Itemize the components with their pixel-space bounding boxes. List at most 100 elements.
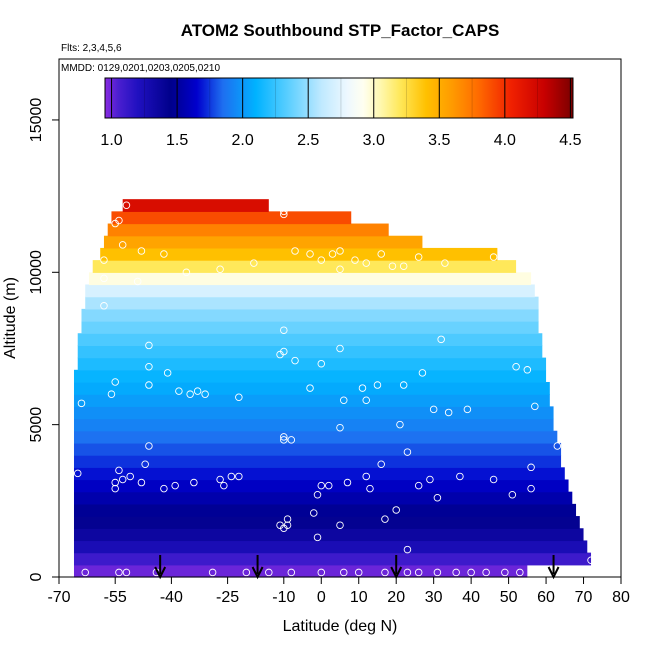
sample-point bbox=[403, 545, 412, 554]
heatmap-cell bbox=[103, 235, 423, 249]
sample-point bbox=[456, 472, 464, 481]
sample-point bbox=[122, 201, 131, 210]
heatmap-layers bbox=[73, 199, 592, 578]
heatmap-cell bbox=[73, 467, 565, 481]
heatmap-cell bbox=[73, 430, 558, 444]
heatmap-cell bbox=[111, 211, 352, 225]
heatmap-cell bbox=[107, 223, 389, 237]
sample-point bbox=[482, 568, 490, 577]
colorbar-tick-label: 4.5 bbox=[559, 132, 581, 149]
sample-point bbox=[160, 250, 168, 258]
sample-point bbox=[73, 469, 82, 478]
sample-point bbox=[280, 433, 288, 441]
sample-point bbox=[310, 509, 318, 517]
colorbar-tick-label: 3.0 bbox=[363, 132, 385, 149]
x-axis-label: Latitude (deg N) bbox=[283, 618, 398, 635]
sample-point bbox=[336, 423, 344, 432]
sample-point bbox=[362, 472, 370, 481]
sample-point bbox=[527, 463, 535, 472]
sample-point bbox=[489, 475, 498, 484]
sample-point bbox=[317, 359, 326, 368]
sample-point bbox=[182, 268, 191, 277]
sample-point bbox=[512, 363, 520, 371]
sample-point bbox=[414, 253, 423, 261]
sample-point bbox=[392, 506, 400, 514]
sample-point bbox=[137, 478, 146, 487]
sample-point bbox=[115, 568, 123, 577]
sample-point bbox=[354, 568, 363, 577]
sample-point bbox=[201, 390, 209, 398]
sample-point bbox=[396, 420, 404, 429]
heatmap-cell bbox=[73, 479, 569, 493]
sample-point bbox=[433, 494, 442, 502]
x-tick-label: -10 bbox=[272, 589, 295, 606]
dates-annotation: MMDD: 0129,0201,0203,0205,0210 bbox=[61, 63, 220, 74]
heatmap-cell bbox=[77, 357, 547, 371]
sample-point bbox=[340, 568, 348, 577]
y-tick-label: 5000 bbox=[28, 407, 45, 443]
sample-point bbox=[587, 556, 595, 564]
sample-point bbox=[122, 568, 131, 577]
colorbar-tick-label: 2.0 bbox=[232, 132, 254, 149]
sample-point bbox=[235, 472, 243, 481]
sample-point bbox=[403, 448, 412, 456]
sample-point bbox=[534, 568, 543, 577]
sample-point bbox=[351, 256, 359, 264]
sample-point bbox=[283, 515, 292, 523]
heatmap-cell bbox=[85, 284, 535, 298]
heatmap-cell bbox=[73, 418, 554, 432]
heatmap-cell bbox=[73, 564, 528, 578]
sample-point bbox=[137, 247, 146, 255]
sample-point bbox=[463, 405, 472, 414]
sample-point bbox=[381, 568, 389, 577]
heatmap-cell bbox=[73, 540, 588, 554]
sample-point bbox=[280, 326, 288, 334]
sample-point bbox=[418, 369, 427, 377]
sample-point bbox=[115, 466, 123, 475]
sample-point bbox=[235, 393, 243, 401]
x-tick-label: 20 bbox=[387, 589, 405, 606]
sample-point bbox=[313, 490, 322, 499]
sample-point bbox=[280, 207, 288, 216]
sample-point bbox=[343, 478, 352, 487]
sample-point bbox=[467, 568, 475, 577]
heatmap-cell bbox=[81, 308, 539, 322]
heatmap-cell bbox=[73, 455, 562, 468]
x-tick-label: -70 bbox=[47, 589, 70, 606]
sample-point bbox=[287, 568, 296, 577]
sample-point bbox=[527, 484, 535, 493]
sample-point bbox=[145, 442, 153, 450]
x-tick-label: -55 bbox=[104, 589, 127, 606]
heatmap-cell bbox=[73, 503, 577, 517]
sample-point bbox=[291, 247, 299, 255]
sample-point bbox=[193, 387, 202, 395]
sample-point bbox=[118, 475, 127, 484]
sample-point bbox=[523, 366, 532, 374]
sample-point bbox=[216, 475, 224, 484]
sample-point bbox=[280, 347, 288, 356]
sample-points bbox=[73, 201, 595, 577]
sample-point bbox=[531, 402, 539, 411]
sample-point bbox=[208, 568, 217, 577]
sample-point bbox=[489, 253, 498, 261]
x-tick-label: 40 bbox=[462, 589, 480, 606]
heatmap-cell bbox=[73, 369, 547, 383]
sample-point bbox=[377, 460, 385, 469]
sample-point bbox=[287, 436, 296, 444]
plot-frame bbox=[58, 58, 622, 578]
sample-point bbox=[186, 390, 194, 398]
sample-point bbox=[280, 436, 288, 444]
sample-point bbox=[501, 568, 509, 577]
x-tick-label: -25 bbox=[216, 589, 239, 606]
sample-point bbox=[553, 442, 562, 450]
colorbar-tick-label: 4.0 bbox=[494, 132, 516, 149]
heatmap-cell bbox=[73, 381, 550, 395]
sample-point bbox=[429, 405, 438, 414]
x-tick-label: 0 bbox=[317, 589, 326, 606]
sample-point bbox=[227, 472, 236, 481]
sample-point bbox=[100, 302, 108, 310]
sample-point bbox=[437, 335, 445, 344]
sample-point bbox=[133, 277, 142, 286]
chart-title: ATOM2 Southbound STP_Factor_CAPS bbox=[181, 21, 500, 40]
